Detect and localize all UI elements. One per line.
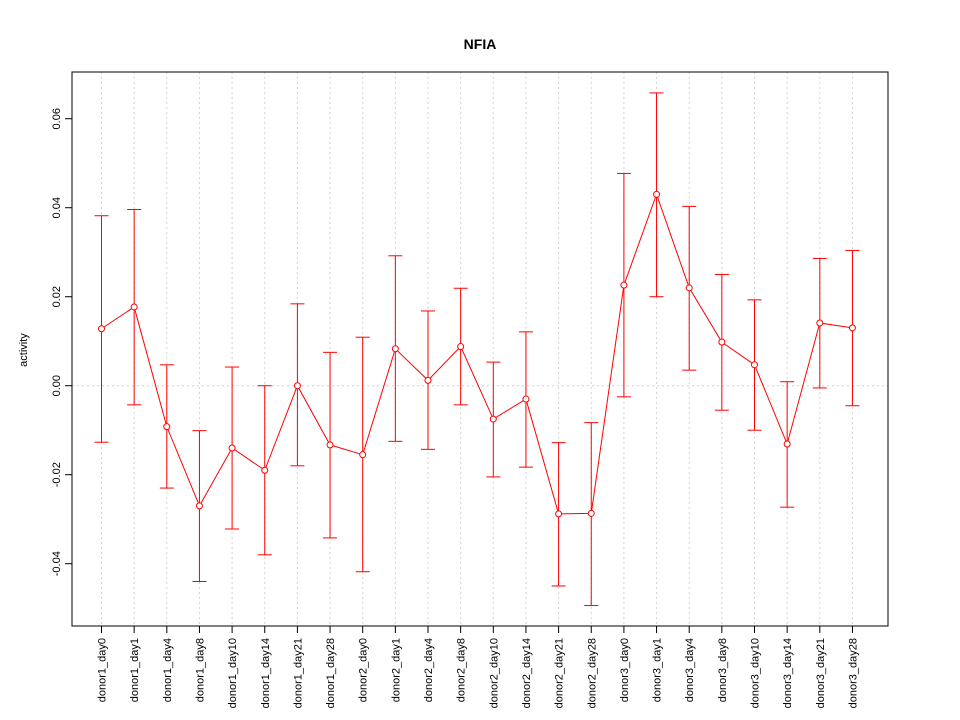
x-tick-label: donor2_day28	[586, 638, 598, 708]
y-tick-label: 0.04	[51, 197, 63, 218]
x-tick-label: donor2_day8	[456, 638, 468, 702]
data-point	[391, 345, 399, 353]
x-tick-label: donor3_day4	[684, 638, 696, 702]
data-point	[653, 190, 661, 198]
data-point	[130, 303, 138, 311]
data-point	[587, 509, 595, 517]
data-point	[326, 441, 334, 449]
data-point	[195, 502, 203, 510]
data-point	[457, 343, 465, 351]
x-tick-label: donor3_day1	[652, 638, 664, 702]
x-tick-label: donor2_day21	[554, 638, 566, 708]
x-tick-label: donor2_day4	[423, 638, 435, 702]
data-point	[783, 440, 791, 448]
data-point	[718, 338, 726, 346]
x-tick-label: donor3_day0	[619, 638, 631, 702]
x-tick-label: donor2_day14	[521, 638, 533, 708]
y-tick-label: 0.06	[51, 108, 63, 129]
data-point	[163, 423, 171, 431]
x-tick-label: donor1_day4	[162, 638, 174, 702]
data-point	[555, 510, 563, 518]
data-point	[620, 281, 628, 289]
x-tick-label: donor1_day8	[194, 638, 206, 702]
x-tick-label: donor3_day28	[847, 638, 859, 708]
y-tick-label: 0.00	[51, 375, 63, 396]
y-tick-label: -0.02	[51, 462, 63, 487]
data-point	[424, 376, 432, 384]
plot-frame	[71, 71, 889, 627]
x-tick-label: donor2_day0	[358, 638, 370, 702]
data-point	[98, 325, 105, 333]
data-point	[261, 466, 269, 474]
data-point	[848, 324, 856, 332]
data-point	[816, 319, 824, 327]
y-tick-label: 0.02	[51, 286, 63, 307]
grid-lines	[72, 72, 888, 626]
x-tick-label: donor1_day1	[129, 638, 141, 702]
x-tick-label: donor1_day0	[97, 638, 109, 702]
data-point	[751, 361, 758, 369]
data-point	[359, 451, 367, 459]
x-tick-label: donor2_day10	[488, 638, 500, 708]
data-point	[489, 415, 497, 423]
axes: -0.04 -0.02 0.00 0.02 0.04 0.06 donor1_day0 don…	[51, 108, 859, 708]
x-tick-label: donor1_day14	[260, 638, 272, 708]
x-tick-label: donor3_day8	[717, 638, 729, 702]
chart-title: NFIA	[464, 36, 497, 52]
x-tick-label: donor1_day28	[325, 638, 337, 708]
x-tick-label: donor1_day10	[227, 638, 239, 708]
y-axis-label: activity	[18, 333, 30, 367]
data-point	[685, 284, 693, 292]
data-point	[522, 395, 530, 403]
data-point	[228, 444, 236, 452]
series-layer	[94, 92, 860, 607]
x-tick-label: donor3_day21	[815, 638, 827, 708]
x-tick-label: donor3_day14	[782, 638, 794, 708]
x-tick-label: donor1_day21	[292, 638, 304, 708]
x-tick-label: donor2_day1	[390, 638, 402, 702]
x-tick-label: donor3_day10	[750, 638, 762, 708]
series-line	[101, 192, 853, 515]
data-point	[293, 382, 301, 390]
y-tick-label: -0.04	[51, 551, 63, 576]
